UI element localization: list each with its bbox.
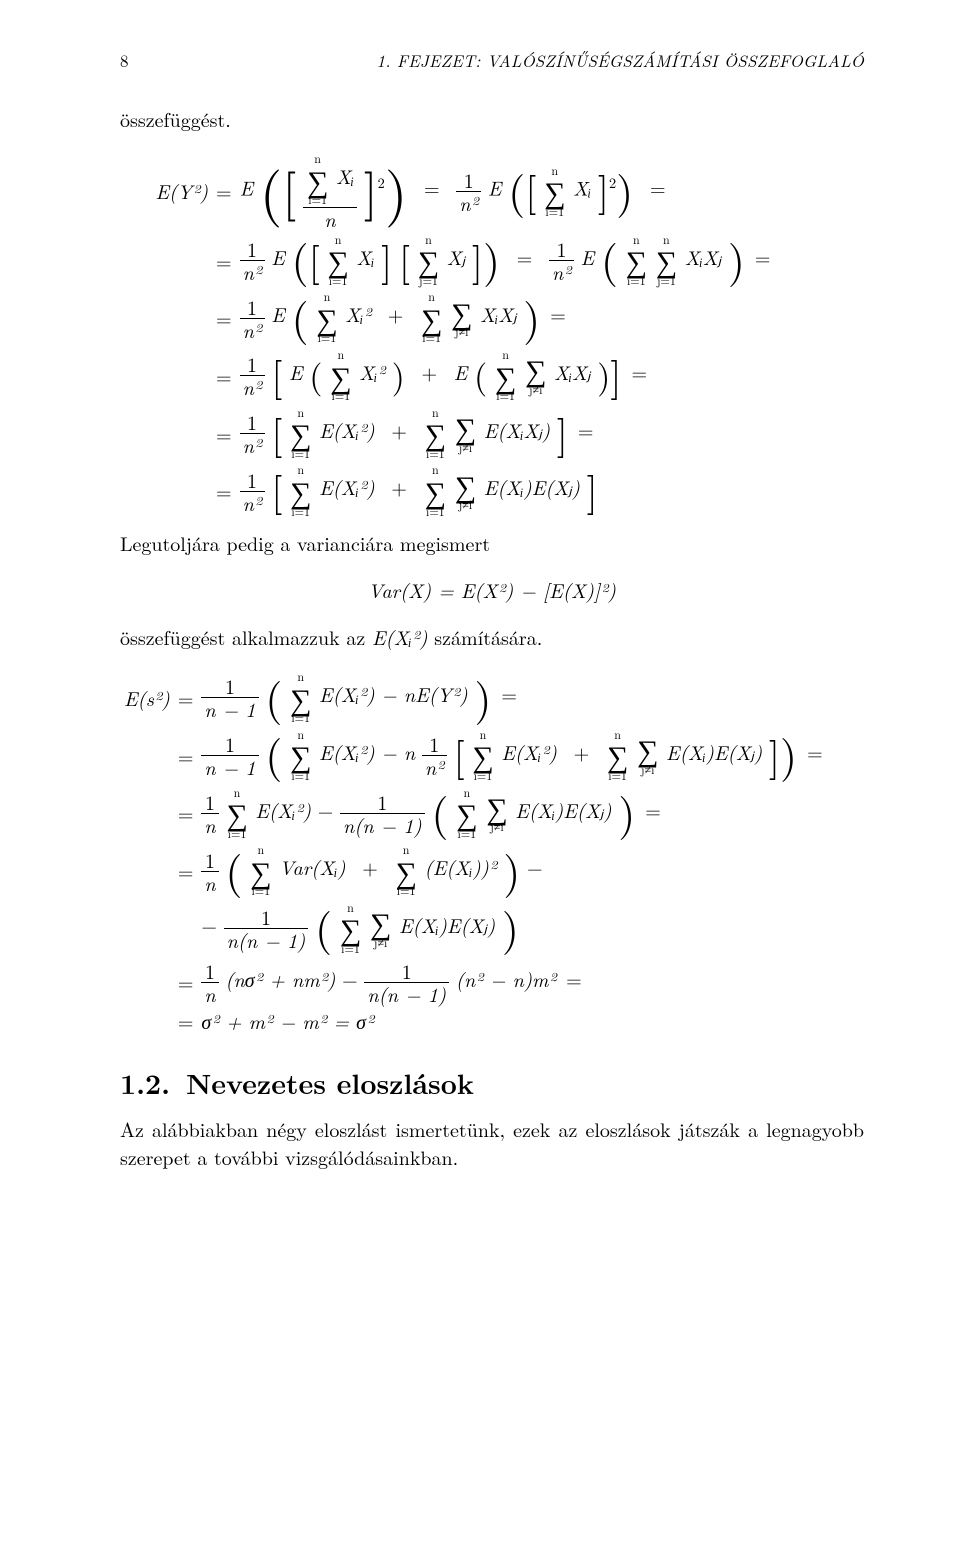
para-2: Legutoljára pedig a varianciára megismer… <box>120 528 864 557</box>
equation-block-1: E(Y²) = E ([ n∑i=1 Xᵢ n ]2) = 1n² <box>120 151 864 520</box>
para-3: összefüggést alkalmazzuk az E(Xᵢ²) számí… <box>120 622 864 651</box>
section-heading: 1.2. Nevezetes eloszlások <box>120 1063 864 1103</box>
equation-block-2: E(s²) = 1n − 1 ( n∑i=1 E(Xᵢ²) − nE(Y²) )… <box>120 669 864 1034</box>
section-body: Az alábbiakban négy eloszlást ismertetün… <box>120 1115 864 1171</box>
page-number: 8 <box>120 48 129 72</box>
running-header: 8 1. FEJEZET: VALÓSZÍNŰSÉGSZÁMÍTÁSI ÖSSZ… <box>120 48 864 72</box>
eq1-lhs: E(Y²) <box>156 176 209 205</box>
section-title-text: Nevezetes eloszlások <box>186 1063 474 1103</box>
section-number: 1.2. <box>120 1063 170 1103</box>
page: 8 1. FEJEZET: VALÓSZÍNŰSÉGSZÁMÍTÁSI ÖSSZ… <box>0 0 960 1235</box>
chapter-title: 1. FEJEZET: VALÓSZÍNŰSÉGSZÁMÍTÁSI ÖSSZEF… <box>376 48 864 72</box>
eq2-lhs: E(s²) <box>124 683 170 712</box>
variance-eq: Var(X) = E(X²) − [E(X)]²) <box>120 575 864 604</box>
eq1-r1-E: E <box>240 173 254 202</box>
para-1: összefüggést. <box>120 104 864 133</box>
